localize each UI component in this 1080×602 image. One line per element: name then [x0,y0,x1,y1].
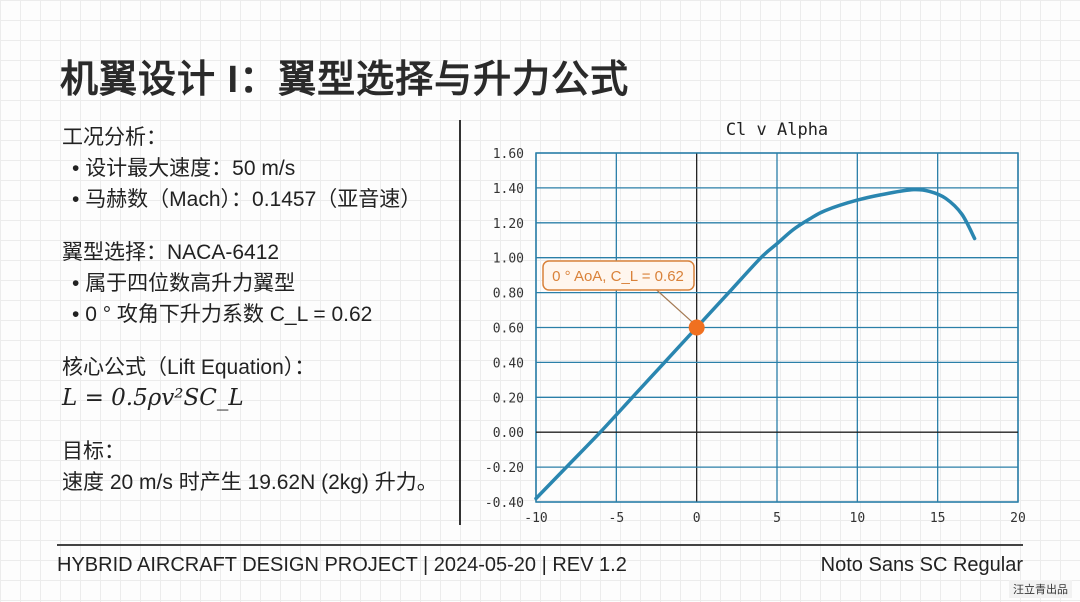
x-tick-label: 15 [930,511,946,526]
footer-divider [57,544,1023,546]
chart-title: Cl v Alpha [726,120,828,140]
cl-zero-aoa-marker [688,319,705,336]
x-tick-label: -10 [524,511,547,526]
y-tick-label: 0.40 [493,356,524,371]
conditions-heading: 工况分析： [62,126,167,149]
x-tick-label: -5 [609,511,625,526]
lift-formula: L = 0.5ρv²SC_L [62,385,244,411]
y-tick-label: 0.00 [493,426,524,441]
vertical-divider [459,120,461,525]
annotation-box [542,260,695,291]
list-item: 0 ° 攻角下升力系数 C_L = 0.62 [62,299,457,330]
info-panel: 工况分析： 设计最大速度：50 m/s 马赫数（Mach）：0.1457（亚音速… [62,122,457,498]
goal-text: 速度 20 m/s 时产生 19.62N (2kg) 升力。 [62,471,438,494]
x-tick-label: 0 [693,511,701,526]
goal-heading: 目标： [62,440,125,463]
cl-alpha-chart: Cl v Alpha -10 -5 0 5 10 15 20 1.60 1.40 1.20 1.00 0… [485,120,1026,526]
list-item: 马赫数（Mach）：0.1457（亚音速） [62,184,457,215]
y-tick-label: 0.60 [493,322,524,337]
y-tick-label: 1.40 [493,182,524,197]
footer-font: Noto Sans SC Regular [820,554,1023,576]
formula-heading: 核心公式（Lift Equation）： [62,356,316,379]
page-title: 机翼设计 I：翼型选择与升力公式 [60,59,630,101]
list-item: 属于四位数高升力翼型 [62,268,457,299]
x-tick-label: 5 [773,511,781,526]
cl-series-line [534,187,977,501]
x-tick-label: 10 [850,511,866,526]
y-tick-label: -0.40 [485,496,524,511]
watermark: 汪立青出品 [1009,580,1072,598]
y-tick-label: 0.20 [493,391,524,406]
airfoil-heading: 翼型选择：NACA-6412 [62,241,280,264]
y-tick-label: 1.00 [493,252,524,267]
annotation-label: 0 ° AoA, C_L = 0.62 [552,268,684,285]
y-tick-label: -0.20 [485,461,524,476]
y-tick-label: 1.20 [493,217,524,232]
annotation-leader [656,289,698,327]
y-tick-label: 0.80 [493,287,524,302]
list-item: 设计最大速度：50 m/s [62,153,457,184]
y-tick-label: 1.60 [493,147,524,162]
x-tick-label: 20 [1010,511,1026,526]
footer-project: HYBRID AIRCRAFT DESIGN PROJECT | 2024-05… [57,554,627,576]
